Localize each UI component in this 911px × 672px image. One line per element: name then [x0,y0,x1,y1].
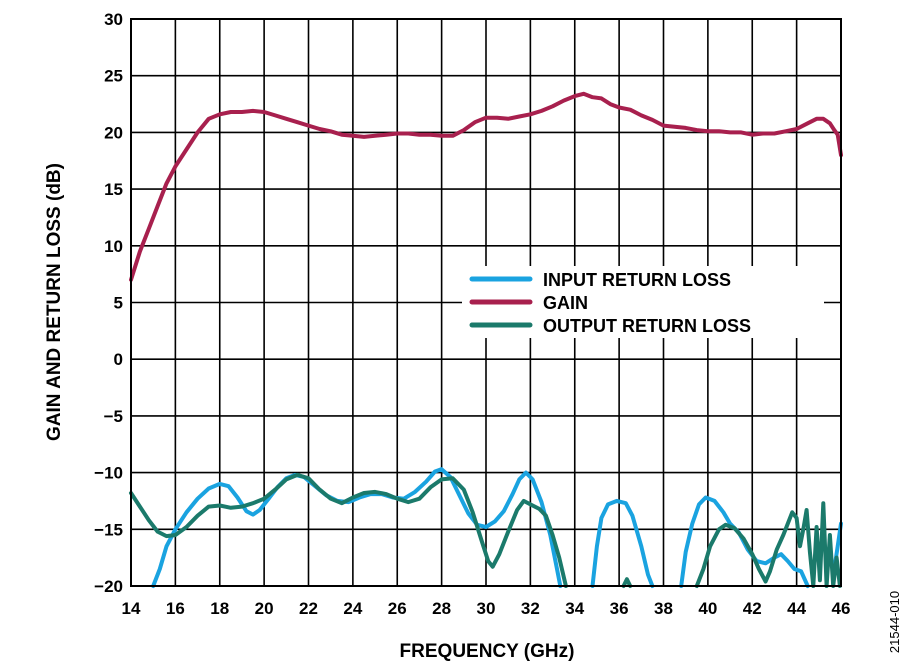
series-line-output-return-loss [129,472,568,588]
y-tick-label: 25 [104,67,123,86]
x-tick-label: 46 [832,599,851,618]
y-tick-label: 0 [114,350,123,369]
x-tick-label: 32 [521,599,540,618]
series-line-input-return-loss [590,498,655,588]
x-tick-label: 20 [255,599,274,618]
y-axis-title: GAIN AND RETURN LOSS (dB) [44,163,65,441]
x-tick-labels: 14 16 18 20 22 24 26 28 30 32 34 36 38 40 42 44 46 [122,599,851,618]
x-tick-label: 26 [388,599,407,618]
x-tick-label: 18 [210,599,229,618]
x-axis-title: FREQUENCY (GHz) [400,641,575,662]
x-tick-label: 16 [166,599,185,618]
figure-id: 21544-010 [887,591,902,653]
x-tick-label: 40 [698,599,717,618]
y-tick-label: 20 [104,123,123,142]
series-line-gain [129,91,843,282]
x-tick-label: 24 [343,599,362,618]
y-tick-label: −15 [94,520,123,539]
y-tick-label: 5 [114,294,123,313]
y-tick-label: −10 [94,464,123,483]
series-line-output-return-loss [694,501,842,588]
series-lines [129,91,843,588]
legend: INPUT RETURN LOSS GAIN OUTPUT RETURN LOS… [462,266,824,338]
series-line-output-return-loss [621,577,633,588]
y-tick-labels: 30 25 20 15 10 5 0 −5 −10 −15 −20 [94,10,123,596]
x-tick-label: 38 [654,599,673,618]
x-tick-label: 42 [743,599,762,618]
y-tick-label: −5 [104,407,123,426]
x-tick-label: 36 [610,599,629,618]
plot-area-border [130,18,842,587]
y-tick-label: 15 [104,180,123,199]
y-tick-label: −20 [94,577,123,596]
x-tick-label: 44 [787,599,806,618]
x-tick-label: 22 [299,599,318,618]
x-tick-label: 34 [565,599,584,618]
y-tick-label: 30 [104,10,123,29]
legend-label-input-return-loss: INPUT RETURN LOSS [543,270,731,290]
x-tick-label: 30 [477,599,496,618]
x-tick-label: 14 [122,599,141,618]
x-tick-label: 28 [432,599,451,618]
y-tick-label: 10 [104,237,123,256]
legend-label-gain: GAIN [543,293,588,313]
series-line-input-return-loss [151,467,563,588]
legend-label-output-return-loss: OUTPUT RETURN LOSS [543,316,751,336]
